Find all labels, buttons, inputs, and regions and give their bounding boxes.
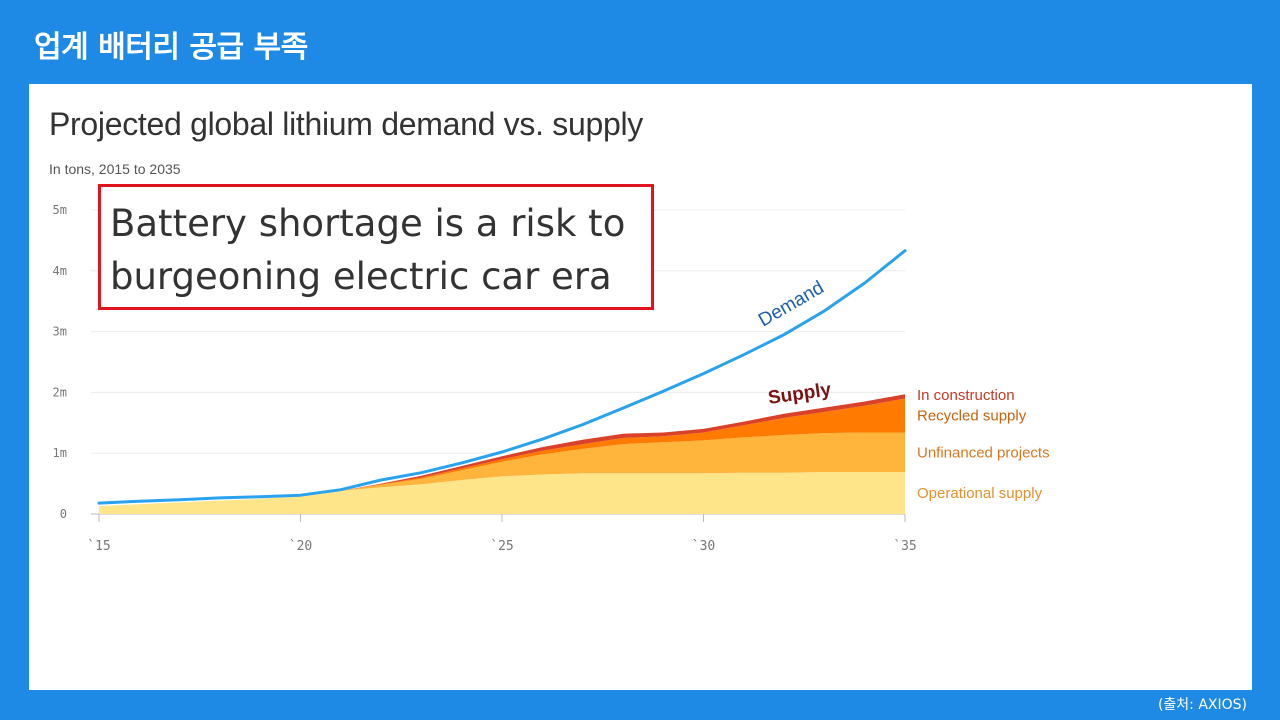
label-in-construction: In construction <box>917 387 1015 404</box>
chart-title: Projected global lithium demand vs. supp… <box>49 106 643 142</box>
x-tick-label: `20 <box>289 539 312 554</box>
x-tick-label: `35 <box>893 539 916 554</box>
headline-callout: Battery shortage is a risk to burgeoning… <box>98 184 654 310</box>
callout-line-2: burgeoning electric car era <box>110 255 612 298</box>
annotation-supply: Supply <box>767 379 833 409</box>
chart-canvas: 0 1m 2m 3m 4m 5m `15 `20 `25 `30 `35 Operational … <box>53 203 1050 554</box>
label-unfinanced-projects: Unfinanced projects <box>917 444 1050 461</box>
x-tick-label: `15 <box>87 539 110 554</box>
y-tick-label: 1m <box>53 446 67 460</box>
area-operational-supply <box>99 472 905 514</box>
supply-areas <box>99 394 905 514</box>
annotation-demand: Demand <box>755 277 828 331</box>
y-tick-label: 4m <box>53 264 67 278</box>
y-tick-label: 0 <box>60 507 67 521</box>
y-tick-label: 2m <box>53 385 67 399</box>
label-recycled-supply: Recycled supply <box>917 408 1027 425</box>
callout-line-1: Battery shortage is a risk to <box>110 202 626 245</box>
slide-title: 업계 배터리 공급 부족 <box>34 30 308 65</box>
y-tick-label: 5m <box>53 203 67 217</box>
y-axis-ticks: 0 1m 2m 3m 4m 5m <box>53 203 67 521</box>
chart-subtitle: In tons, 2015 to 2035 <box>49 161 181 177</box>
source-credit: (출처: AXIOS) <box>1157 697 1247 713</box>
area-unfinanced-projects <box>99 432 905 507</box>
x-axis-ticks: `15 `20 `25 `30 `35 <box>87 539 916 554</box>
y-tick-label: 3m <box>53 325 67 339</box>
demand-line <box>97 249 907 505</box>
label-operational-supply: Operational supply <box>917 485 1043 502</box>
x-tick-label: `30 <box>692 539 715 554</box>
x-tick-label: `25 <box>490 539 513 554</box>
line-demand <box>97 249 907 505</box>
chart-panel: Projected global lithium demand vs. supp… <box>29 84 1252 690</box>
